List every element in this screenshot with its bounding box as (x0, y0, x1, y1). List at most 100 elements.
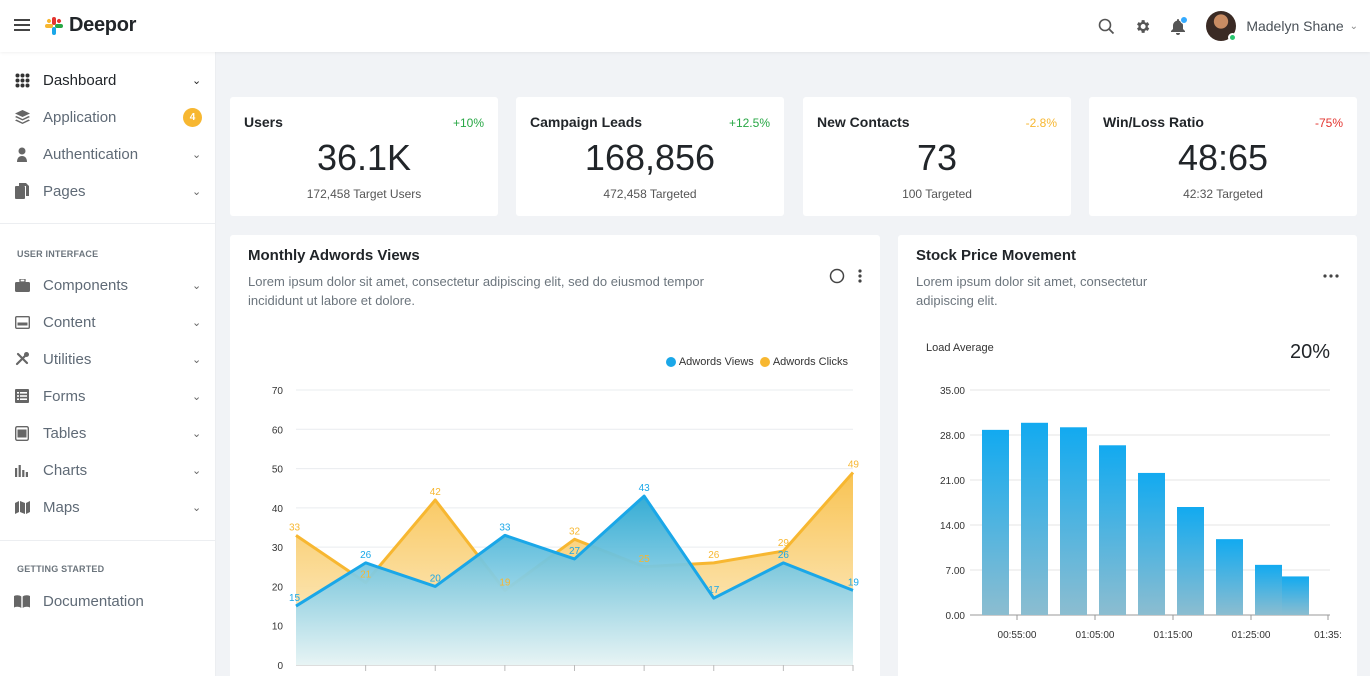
stat-change: +10% (452, 116, 484, 130)
chevron-down-icon[interactable]: ⌄ (1349, 20, 1358, 32)
chevron-down-icon: ⌄ (192, 501, 202, 514)
notification-indicator (1180, 16, 1189, 24)
description-line: Lorem ipsum dolor sit amet, consectetur … (248, 274, 704, 289)
y-tick-label: 30 (272, 543, 284, 554)
data-label: 27 (569, 546, 581, 557)
tools-icon (14, 351, 30, 367)
data-label: 20 (430, 573, 442, 584)
description-line: incididunt ut labore et dolore. (248, 293, 415, 308)
stat-change: -2.8% (1025, 116, 1057, 130)
list-icon (14, 388, 30, 404)
sidebar-item-maps[interactable]: Maps ⌄ (0, 491, 216, 523)
search-icon[interactable] (1088, 8, 1124, 44)
sidebar-item-label: Maps (43, 498, 80, 516)
user-icon (14, 146, 30, 162)
stat-subtext: 100 Targeted (902, 187, 972, 201)
sidebar-item-utilities[interactable]: Utilities ⌄ (0, 343, 216, 375)
stat-subtext: 472,458 Targeted (603, 187, 697, 201)
description-line: Lorem ipsum dolor sit amet, consectetur (916, 274, 1148, 289)
more-horizontal-icon[interactable] (1322, 273, 1340, 279)
stat-title: Campaign Leads (530, 114, 643, 130)
y-tick-label: 7.00 (946, 566, 966, 577)
grid-icon (14, 72, 30, 88)
chevron-down-icon: ⌄ (192, 316, 202, 329)
sidebar-item-authentication[interactable]: Authentication ⌄ (0, 138, 216, 170)
y-tick-label: 0.00 (946, 611, 966, 622)
topbar-actions: Madelyn Shane ⌄ (1088, 0, 1358, 52)
sidebar-item-forms[interactable]: Forms ⌄ (0, 380, 216, 412)
clicks-series-line (295, 471, 855, 592)
data-label: 32 (569, 526, 581, 537)
data-label: 33 (499, 522, 511, 533)
y-tick-label: 21.00 (940, 476, 965, 487)
bar-chart-icon (14, 462, 30, 478)
app-logo[interactable]: Deepor (44, 14, 136, 37)
more-vertical-icon[interactable] (857, 268, 863, 284)
refresh-circle-icon[interactable] (829, 268, 845, 284)
menu-toggle-icon[interactable] (14, 19, 30, 33)
x-tick-label: 00:55:00 (998, 630, 1037, 641)
user-name[interactable]: Madelyn Shane (1246, 18, 1344, 34)
stat-subtext: 172,458 Target Users (306, 187, 422, 201)
y-tick-label: 70 (272, 386, 284, 397)
x-tick-label: 01:15:00 (1154, 630, 1193, 641)
avatar[interactable] (1206, 11, 1238, 42)
data-label: 15 (289, 593, 301, 604)
y-tick-label: 50 (272, 465, 284, 476)
gear-icon[interactable] (1124, 8, 1160, 44)
data-label: 33 (289, 522, 301, 533)
legend-label: Adwords Clicks (772, 356, 848, 368)
sidebar-item-components[interactable]: Components ⌄ (0, 269, 216, 301)
y-tick-label: 20 (272, 582, 284, 593)
data-label: 43 (639, 483, 651, 494)
views-series-area (296, 496, 853, 665)
chevron-down-icon: ⌄ (192, 353, 202, 366)
sidebar-item-label: Forms (43, 387, 86, 405)
sidebar-item-pages[interactable]: Pages ⌄ (0, 175, 216, 207)
chevron-down-icon: ⌄ (192, 464, 202, 477)
stat-subtext: 42:32 Targeted (1183, 187, 1263, 201)
sidebar-item-documentation[interactable]: Documentation (0, 585, 216, 617)
stat-value: 36.1K (316, 137, 412, 178)
legend-item-clicks[interactable]: Adwords Clicks (759, 356, 848, 368)
bar (1099, 445, 1126, 615)
notification-badge: 4 (183, 107, 202, 127)
briefcase-icon (14, 277, 30, 293)
sidebar-item-application[interactable]: Application 4 (0, 101, 216, 133)
data-label: 25 (639, 554, 651, 565)
sidebar-item-label: Utilities (43, 350, 92, 368)
layers-icon (14, 109, 30, 125)
panel-title: Stock Price Movement (916, 247, 1077, 264)
sidebar-divider (0, 223, 216, 224)
y-tick-label: 10 (272, 622, 284, 633)
adwords-panel: Monthly Adwords Views Lorem ipsum dolor … (230, 235, 880, 676)
sidebar-item-label: Charts (43, 461, 88, 479)
bar (1255, 564, 1282, 615)
sidebar: Dashboard ⌄ Application 4 Authentication… (0, 52, 216, 676)
map-icon (14, 499, 30, 515)
bar (1060, 427, 1087, 615)
stock-panel: Stock Price Movement Lorem ipsum dolor s… (898, 235, 1357, 676)
data-label: 26 (708, 550, 720, 561)
stat-card-new-contacts: New Contacts -2.8% 73 100 Targeted (803, 97, 1071, 216)
sidebar-item-dashboard[interactable]: Dashboard ⌄ (0, 64, 216, 96)
sidebar-item-label: Content (43, 313, 96, 331)
notification-bell-icon[interactable] (1160, 8, 1196, 44)
app-name: Deepor (69, 14, 137, 36)
data-label: 42 (430, 487, 442, 498)
sidebar-item-label: Pages (43, 182, 86, 200)
chart-legend: Adwords Views Adwords Clicks (660, 356, 848, 368)
sidebar-item-content[interactable]: Content ⌄ (0, 306, 216, 338)
y-tick-label: 0 (277, 661, 283, 672)
sidebar-item-label: Application (43, 108, 117, 126)
book-icon (14, 593, 30, 609)
sidebar-item-label: Authentication (43, 145, 139, 163)
description-line: adipiscing elit. (916, 293, 998, 308)
sidebar-item-tables[interactable]: Tables ⌄ (0, 417, 216, 449)
bar (1216, 539, 1243, 615)
legend-item-views[interactable]: Adwords Views (665, 356, 754, 368)
stat-title: Win/Loss Ratio (1103, 114, 1204, 130)
bar (1021, 422, 1048, 615)
sidebar-item-charts[interactable]: Charts ⌄ (0, 454, 216, 486)
panel-title: Monthly Adwords Views (248, 247, 420, 264)
